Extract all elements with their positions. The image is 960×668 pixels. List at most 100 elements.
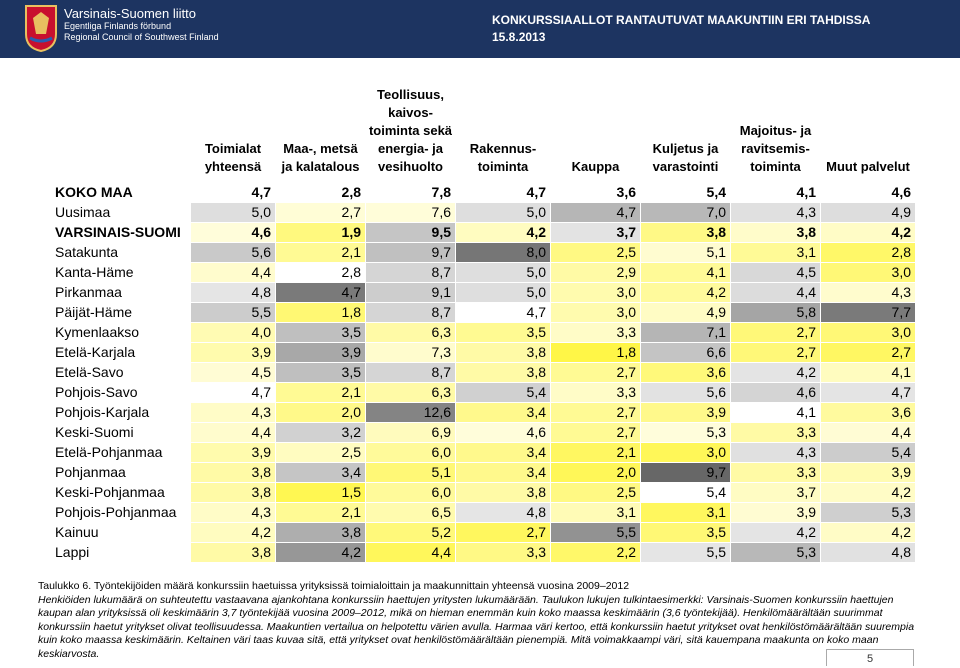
- cell: 2,8: [275, 262, 366, 283]
- title: KONKURSSIAALLOT RANTAUTUVAT MAAKUNTIIN E…: [492, 13, 871, 27]
- cell: 4,2: [275, 542, 366, 563]
- cell: 2,2: [550, 542, 641, 563]
- row-label: Kymenlaakso: [50, 322, 191, 343]
- table-row: Lappi 3,8 4,2 4,4 3,3 2,2 5,5 5,3 4,8: [50, 542, 916, 563]
- table-row: Uusimaa 5,0 2,7 7,6 5,0 4,7 7,0 4,3 4,9: [50, 202, 916, 223]
- doc-title: KONKURSSIAALLOT RANTAUTUVAT MAAKUNTIIN E…: [492, 12, 870, 46]
- row-label: Etelä-Pohjanmaa: [50, 442, 191, 463]
- table-row: Pohjois-Savo 4,7 2,1 6,3 5,4 3,3 5,6 4,6 4,7: [50, 382, 916, 403]
- cell: 4,2: [820, 522, 916, 543]
- top-bar: Varsinais-Suomen liitto Egentliga Finlan…: [0, 0, 960, 58]
- cell: 7,1: [640, 322, 731, 343]
- cell: 7,6: [365, 202, 456, 223]
- caption-title: Taulukko 6. Työntekijöiden määrä konkurs…: [38, 580, 630, 592]
- column-header: Kauppa: [571, 159, 620, 174]
- cell: 5,0: [455, 282, 551, 303]
- cell: 5,6: [640, 382, 731, 403]
- table-row: Pohjanmaa 3,8 3,4 5,1 3,4 2,0 9,7 3,3 3,9: [50, 462, 916, 483]
- data-table: Toimialat yhteensä Maa-, metsä ja kalatal…: [50, 72, 916, 563]
- cell: 5,6: [190, 242, 276, 263]
- cell: 4,7: [455, 182, 551, 203]
- cell: 6,9: [365, 422, 456, 443]
- cell: 2,7: [550, 362, 641, 383]
- cell: 3,7: [550, 222, 641, 243]
- cell: 3,5: [275, 362, 366, 383]
- cell: 4,2: [190, 522, 276, 543]
- caption-text: Henkiöiden lukumäärä on suhteutettu vast…: [38, 593, 915, 660]
- cell: 4,8: [190, 282, 276, 303]
- cell: 3,7: [730, 482, 821, 503]
- cell: 2,1: [550, 442, 641, 463]
- cell: 3,1: [730, 242, 821, 263]
- cell: 4,7: [455, 302, 551, 323]
- table-row: Pohjois-Pohjanmaa 4,3 2,1 6,5 4,8 3,1 3,1 3,9 5,…: [50, 502, 916, 523]
- cell: 4,6: [730, 382, 821, 403]
- cell: 3,3: [730, 422, 821, 443]
- cell: 1,8: [275, 302, 366, 323]
- cell: 4,3: [190, 402, 276, 423]
- cell: 2,7: [455, 522, 551, 543]
- cell: 5,1: [365, 462, 456, 483]
- cell: 2,9: [550, 262, 641, 283]
- cell: 3,3: [730, 462, 821, 483]
- cell: 3,6: [640, 362, 731, 383]
- cell: 5,0: [455, 202, 551, 223]
- cell: 4,2: [640, 282, 731, 303]
- cell: 7,0: [640, 202, 731, 223]
- cell: 5,4: [820, 442, 916, 463]
- cell: 1,8: [550, 342, 641, 363]
- caption: Taulukko 6. Työntekijöiden määrä konkurs…: [38, 580, 924, 661]
- cell: 4,2: [820, 482, 916, 503]
- cell: 2,5: [550, 482, 641, 503]
- cell: 3,3: [550, 322, 641, 343]
- cell: 3,6: [820, 402, 916, 423]
- cell: 3,9: [730, 502, 821, 523]
- cell: 3,8: [190, 542, 276, 563]
- logo: [25, 5, 57, 52]
- cell: 5,0: [455, 262, 551, 283]
- cell: 5,4: [640, 482, 731, 503]
- org-name-fi: Varsinais-Suomen liitto: [64, 6, 196, 21]
- row-label: Keski-Pohjanmaa: [50, 482, 191, 503]
- cell: 7,3: [365, 342, 456, 363]
- cell: 9,7: [365, 242, 456, 263]
- org-name-sv: Egentliga Finlands förbund: [64, 21, 172, 31]
- cell: 8,0: [455, 242, 551, 263]
- date: 15.8.2013: [492, 30, 546, 44]
- table-row: Etelä-Savo 4,5 3,5 8,7 3,8 2,7 3,6 4,2 4,1: [50, 362, 916, 383]
- cell: 6,3: [365, 322, 456, 343]
- cell: 4,8: [820, 542, 916, 563]
- cell: 3,3: [550, 382, 641, 403]
- cell: 4,3: [730, 442, 821, 463]
- cell: 9,7: [640, 462, 731, 483]
- cell: 8,7: [365, 302, 456, 323]
- cell: 3,0: [550, 282, 641, 303]
- row-label: Etelä-Karjala: [50, 342, 191, 363]
- cell: 2,7: [275, 202, 366, 223]
- cell: 8,7: [365, 262, 456, 283]
- cell: 3,4: [275, 462, 366, 483]
- cell: 2,5: [550, 242, 641, 263]
- cell: 6,3: [365, 382, 456, 403]
- row-label: Satakunta: [50, 242, 191, 263]
- row-label: Pohjois-Pohjanmaa: [50, 502, 191, 523]
- cell: 6,0: [365, 482, 456, 503]
- cell: 4,7: [275, 282, 366, 303]
- cell: 3,9: [190, 442, 276, 463]
- cell: 3,3: [455, 542, 551, 563]
- cell: 5,8: [730, 302, 821, 323]
- cell: 2,8: [275, 182, 366, 203]
- cell: 4,2: [730, 362, 821, 383]
- cell: 5,3: [820, 502, 916, 523]
- column-header: Muut palvelut: [826, 159, 910, 174]
- org-name-en: Regional Council of Southwest Finland: [64, 32, 219, 42]
- row-label: Pohjois-Savo: [50, 382, 191, 403]
- column-header: Majoitus- ja ravitsemis-toiminta: [739, 123, 812, 174]
- cell: 9,5: [365, 222, 456, 243]
- cell: 4,5: [730, 262, 821, 283]
- cell: 3,8: [455, 362, 551, 383]
- cell: 2,1: [275, 242, 366, 263]
- cell: 2,5: [275, 442, 366, 463]
- cell: 3,0: [640, 442, 731, 463]
- cell: 6,5: [365, 502, 456, 523]
